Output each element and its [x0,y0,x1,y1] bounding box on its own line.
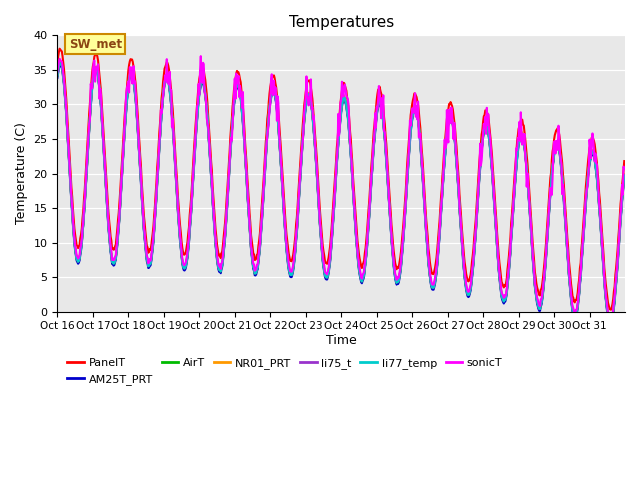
PanelT [275,108,282,114]
sonicT [197,53,205,59]
AM25T_PRT [225,177,233,182]
li77_temp [607,320,615,326]
AirT [400,226,408,231]
AM25T_PRT [275,125,282,131]
AM25T_PRT [54,75,61,81]
sonicT [225,171,233,177]
X-axis label: Time: Time [326,334,356,347]
li75_t [607,320,615,326]
li75_t [54,73,61,79]
NR01_PRT [253,264,260,270]
li75_t [275,123,282,129]
NR01_PRT [400,224,408,230]
NR01_PRT [432,273,440,278]
NR01_PRT [54,72,61,77]
li75_t [253,266,260,272]
li77_temp [56,60,63,66]
PanelT [121,113,129,119]
AirT [275,122,282,128]
NR01_PRT [121,126,129,132]
li75_t [56,60,63,66]
li77_temp [432,274,440,279]
AM25T_PRT [606,322,614,328]
Legend: PanelT, AM25T_PRT, AirT, NR01_PRT, li75_t, li77_temp, sonicT: PanelT, AM25T_PRT, AirT, NR01_PRT, li75_… [63,354,507,389]
AM25T_PRT [400,228,408,233]
NR01_PRT [607,319,615,325]
AirT [432,274,440,279]
li77_temp [400,226,408,231]
li75_t [400,226,408,231]
AM25T_PRT [56,62,63,68]
Y-axis label: Temperature (C): Temperature (C) [15,122,28,225]
AirT [56,60,63,66]
sonicT [253,262,260,268]
Text: SW_met: SW_met [68,38,122,51]
li75_t [225,175,233,180]
NR01_PRT [275,121,282,127]
sonicT [400,223,408,228]
PanelT [225,161,233,167]
Line: NR01_PRT: NR01_PRT [58,61,624,322]
li77_temp [225,175,233,180]
Line: AirT: AirT [58,63,624,323]
Title: Temperatures: Temperatures [289,15,394,30]
li77_temp [121,127,129,133]
NR01_PRT [620,171,628,177]
AirT [225,175,233,180]
PanelT [400,212,408,218]
AirT [253,266,260,272]
AM25T_PRT [121,130,129,135]
PanelT [607,307,615,312]
li77_temp [620,173,628,179]
Line: PanelT: PanelT [58,48,624,310]
Line: li75_t: li75_t [58,63,624,323]
li77_temp [275,123,282,129]
sonicT [432,270,440,276]
sonicT [620,166,628,172]
PanelT [432,260,440,266]
li77_temp [54,73,61,79]
PanelT [253,252,260,258]
AirT [121,127,129,133]
PanelT [620,158,628,164]
li77_temp [253,266,260,272]
AirT [54,73,61,79]
PanelT [56,46,63,51]
sonicT [54,69,61,75]
AM25T_PRT [432,276,440,282]
sonicT [607,318,615,324]
Line: li77_temp: li77_temp [58,63,624,323]
Line: AM25T_PRT: AM25T_PRT [58,65,624,325]
NR01_PRT [56,59,63,64]
Line: sonicT: sonicT [58,56,624,321]
AirT [607,320,615,326]
AirT [620,172,628,178]
AM25T_PRT [253,268,260,274]
NR01_PRT [225,173,233,179]
li75_t [620,173,628,179]
PanelT [54,59,61,65]
sonicT [275,100,282,106]
li75_t [121,127,129,133]
AM25T_PRT [620,175,628,180]
sonicT [120,136,128,142]
li75_t [432,274,440,279]
